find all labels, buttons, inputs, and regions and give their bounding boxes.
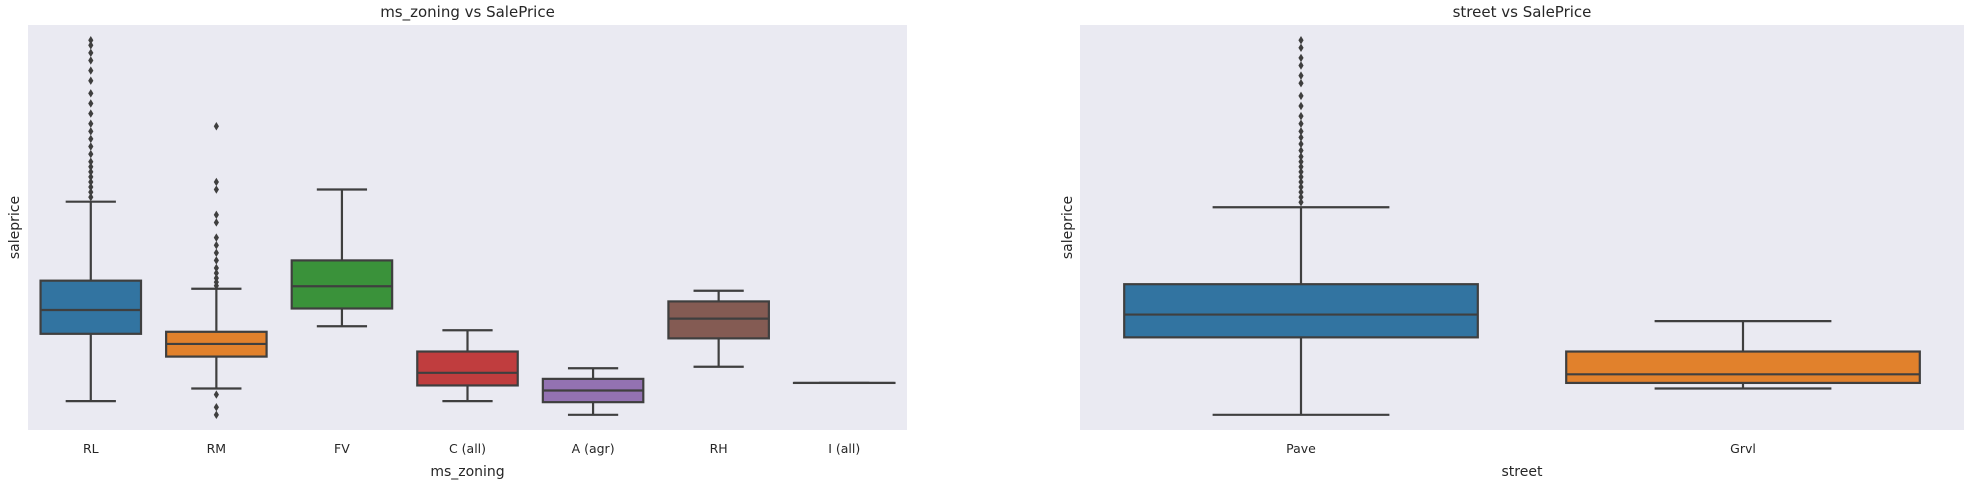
box-body (41, 281, 141, 334)
chart-title: ms_zoning vs SalePrice (380, 3, 555, 22)
x-tick-labels: Pave Grvl (1286, 441, 1756, 456)
box-body (292, 260, 392, 308)
x-tick-label: C (all) (449, 441, 486, 456)
box-body (1566, 352, 1920, 383)
x-tick-label: Pave (1286, 441, 1316, 456)
box-body (1124, 284, 1478, 337)
x-tick-label: A (agr) (572, 441, 615, 456)
x-tick-label: Grvl (1730, 441, 1756, 456)
x-axis-label: ms_zoning (430, 464, 504, 480)
box-body (668, 301, 768, 338)
chart-title: street vs SalePrice (1453, 3, 1592, 21)
x-tick-labels: RL RM FV C (all) A (agr) RH I (all) (83, 441, 860, 456)
y-axis-label: saleprice (7, 196, 23, 259)
x-axis-label: street (1502, 464, 1543, 480)
x-tick-label: RH (710, 441, 728, 456)
x-tick-label: RL (83, 441, 99, 456)
x-tick-label: RM (207, 441, 226, 456)
x-tick-label: FV (334, 441, 350, 456)
plot-street: Pave Grvl street vs SalePrice street sale… (1060, 3, 1964, 480)
plot-ms-zoning: RL RM FV C (all) A (agr) RH I (all) ms_zoning … (7, 3, 907, 480)
y-axis-label: saleprice (1060, 196, 1076, 259)
x-tick-label: I (all) (828, 441, 860, 456)
box-body (417, 352, 517, 386)
